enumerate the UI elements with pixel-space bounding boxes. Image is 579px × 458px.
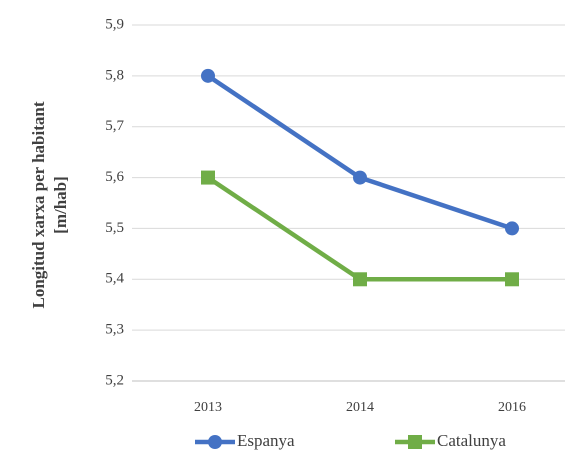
x-tick-label: 2013: [194, 400, 222, 415]
y-tick-label: 5,4: [105, 271, 124, 287]
y-tick-label: 5,5: [105, 220, 124, 236]
legend-label: Espanya: [237, 431, 295, 450]
data-point: [201, 170, 215, 185]
data-point: [505, 221, 519, 236]
y-tick-label: 5,9: [105, 16, 124, 32]
data-point: [505, 272, 519, 287]
y-tick-label: 5,7: [105, 118, 124, 134]
y-tick-label: 5,6: [105, 169, 124, 185]
legend-marker: [208, 435, 222, 449]
y-axis-label: Longitud xarxa per habitant: [29, 101, 48, 308]
legend-marker: [408, 435, 422, 449]
data-point: [201, 68, 215, 83]
data-point: [353, 170, 367, 185]
y-tick-label: 5,8: [105, 67, 124, 83]
y-tick-label: 5,2: [105, 372, 124, 388]
x-tick-label: 2016: [498, 400, 526, 415]
data-point: [353, 272, 367, 287]
y-tick-label: 5,3: [105, 322, 124, 338]
legend-label: Catalunya: [437, 431, 506, 450]
x-tick-label: 2014: [346, 400, 374, 415]
y-axis-label: [m/hab]: [51, 176, 70, 234]
